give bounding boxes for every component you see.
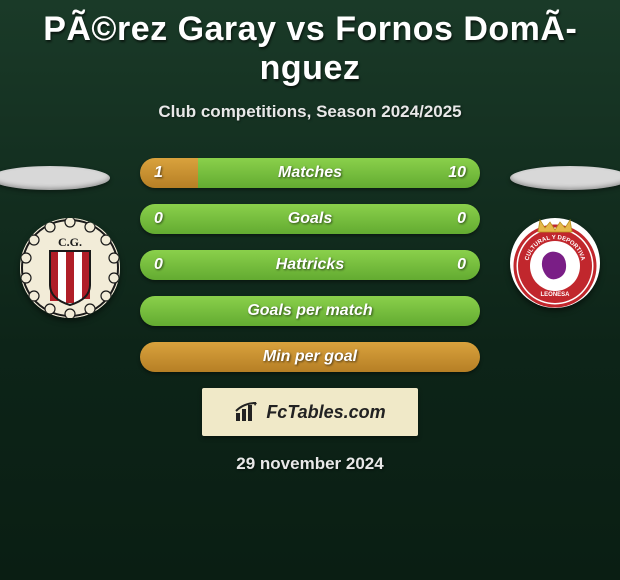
stat-bar-left (140, 158, 198, 188)
stat-bar-left (140, 204, 310, 234)
player-ellipse-left (0, 166, 110, 190)
club-crest-right-icon: CULTURAL Y DEPORTIVA LEONESA (510, 218, 600, 308)
stat-value-right: 10 (448, 164, 466, 182)
stat-value-left: 0 (154, 256, 163, 274)
stat-value-right: 0 (457, 256, 466, 274)
stat-row: 1 10 Matches (140, 158, 480, 188)
brand-box[interactable]: FcTables.com (202, 388, 418, 436)
stat-row: Goals per match (140, 296, 480, 326)
stat-label: Matches (278, 164, 342, 182)
comparison-subtitle: Club competitions, Season 2024/2025 (0, 102, 620, 122)
stat-label: Goals per match (247, 302, 372, 320)
date-text: 29 november 2024 (0, 454, 620, 474)
club-crest-left-icon: C.G. (20, 218, 120, 318)
stat-bar-right (310, 204, 480, 234)
club-badge-left: C.G. (20, 218, 120, 318)
stat-row: 0 0 Hattricks (140, 250, 480, 280)
stat-value-left: 1 (154, 164, 163, 182)
stat-row: 0 0 Goals (140, 204, 480, 234)
stat-row: Min per goal (140, 342, 480, 372)
stat-label: Goals (288, 210, 332, 228)
player-ellipse-right (510, 166, 620, 190)
svg-text:C.G.: C.G. (58, 235, 82, 249)
brand-chart-icon (234, 401, 260, 423)
stat-bars: 1 10 Matches 0 0 Goals 0 0 Hattricks Goals per ma… (140, 158, 480, 372)
stat-value-left: 0 (154, 210, 163, 228)
stat-label: Min per goal (263, 348, 357, 366)
stat-value-right: 0 (457, 210, 466, 228)
stats-area: C.G. CULTURAL Y DEPORTIVA LE (0, 158, 620, 474)
comparison-title: PÃ©rez Garay vs Fornos DomÃ­nguez (0, 0, 620, 88)
svg-text:LEONESA: LEONESA (540, 292, 570, 298)
brand-label: FcTables.com (266, 402, 385, 423)
club-badge-right: CULTURAL Y DEPORTIVA LEONESA (510, 218, 600, 308)
stat-label: Hattricks (276, 256, 344, 274)
